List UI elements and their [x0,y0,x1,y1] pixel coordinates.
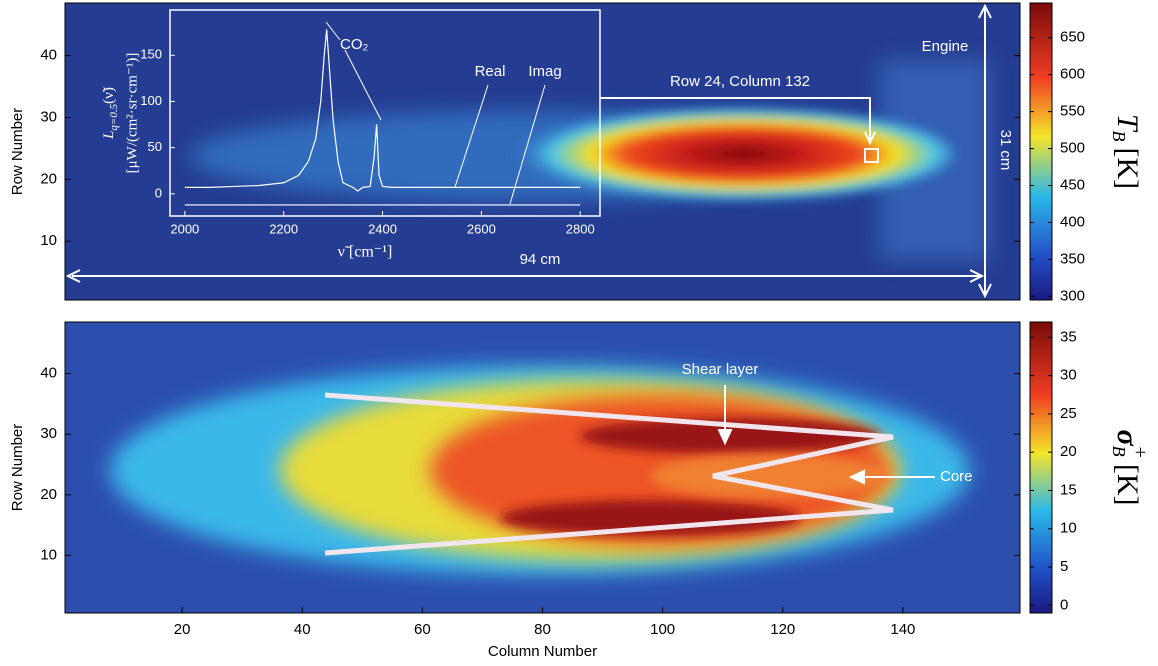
colorbar-tick-label: 350 [1060,250,1085,267]
frame [64,2,1021,301]
x-tick-label: 60 [414,621,431,638]
y-tick-label: 20 [40,486,57,503]
annotation: CO₂ [340,36,369,53]
label-part: [K] [1111,148,1144,190]
y-tick-label: 150 [140,47,162,62]
x-tick-label: 20 [174,621,191,638]
colorbar-tick-label: 600 [1060,66,1085,83]
y-tick-label: 10 [40,232,57,249]
annotation: 94 cm [520,251,561,268]
inset-frame [169,9,601,217]
label-part: σ [1111,429,1144,446]
y-tick-label: 10 [40,546,57,563]
colorbar-tick-label: 550 [1060,103,1085,120]
heatmap-image [65,322,1020,613]
label-part: q=0.5 [108,103,120,130]
y-tick-label: 30 [40,108,57,125]
y-tick-label: 40 [40,47,57,64]
colorbar-label: σB+ [K] [1109,429,1152,505]
colorbar-tick-label: 450 [1060,176,1085,193]
x-tick-label: 2800 [566,221,595,236]
x-tick-label: 100 [650,621,675,638]
x-tick-label: 120 [770,621,795,638]
colorbar-tick-label: 0 [1060,596,1068,613]
line [184,29,581,192]
colorbar [1029,2,1053,301]
colorbar-tick-label: 30 [1060,367,1077,384]
label-part: + [1129,447,1151,458]
colorbar-tick-label: 25 [1060,405,1077,422]
y-axis-label: [μW/(cm²·sr·cm⁻¹)] [124,53,140,174]
annotation: Core [940,468,973,485]
colorbar-tick-label: 650 [1060,29,1085,46]
legend-label: Imag [528,63,561,80]
y-tick-label: 50 [148,139,162,154]
leader-lines [325,21,546,205]
x-tick-label: 2600 [467,221,496,236]
annotation: Shear layer [682,361,759,378]
colorbar-tick-label: 10 [1060,520,1077,537]
colorbar [1029,321,1053,614]
x-axis-label: Column Number [488,643,597,660]
x-tick-label: 2000 [170,221,199,236]
colorbar-tick-label: 20 [1060,443,1077,460]
label-part: (ν̃) [101,87,117,104]
annotation-arrows [717,385,935,485]
label-part: B [1109,446,1129,457]
colorbar-tick-label: 400 [1060,213,1085,230]
label-part: B [1109,131,1129,142]
annotation: Row 24, Column 132 [670,73,810,90]
colorbar-tick-label: 35 [1060,328,1077,345]
label-part: L [101,131,117,140]
colorbar-label: TB [K] [1109,114,1144,189]
legend-label: Real [475,63,506,80]
y-tick-label: 0 [155,185,162,200]
y-axis-label: Lq=0.5(ν̃) [101,87,119,140]
x-tick-label: 2200 [269,221,298,236]
y-axis-label: Row Number [9,108,26,196]
x-axis-label: ν̃ [cm⁻¹] [338,244,393,261]
y-axis-label: Row Number [9,424,26,512]
y-tick-label: 20 [40,170,57,187]
x-tick-label: 2400 [368,221,397,236]
colorbar-tick-label: 300 [1060,287,1085,304]
label-part: T [1111,114,1144,133]
outline [324,392,894,556]
colorbar-tick-label: 15 [1060,481,1077,498]
annotation: Engine [922,38,969,55]
colorbar-tick-label: 5 [1060,558,1068,575]
annotation-lines [65,3,992,299]
heatmap-image [65,3,1020,300]
y-tick-label: 40 [40,365,57,382]
annotation: 31 cm [997,130,1014,171]
label-part: [K] [1111,464,1144,506]
x-tick-label: 80 [534,621,551,638]
y-tick-label: 100 [140,93,162,108]
y-tick-label: 30 [40,425,57,442]
x-tick-label: 40 [294,621,311,638]
x-tick-label: 140 [890,621,915,638]
colorbar-tick-label: 500 [1060,140,1085,157]
